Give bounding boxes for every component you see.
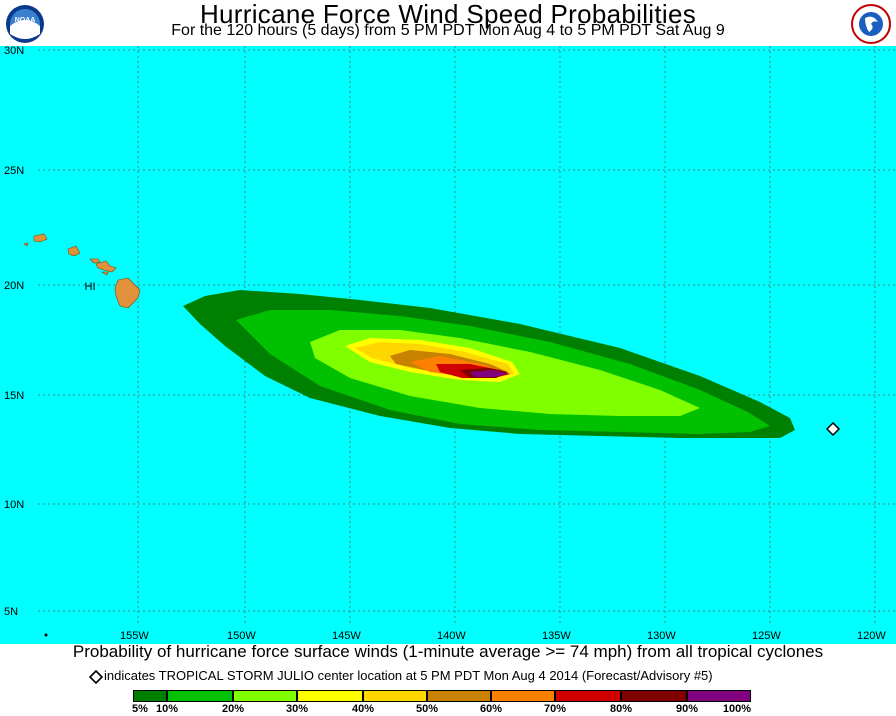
probability-map: HI 30N 25N 20N 15N 10N 5N 155W 150W 145W 140W 135… <box>0 46 896 644</box>
storm-center-marker <box>825 421 841 437</box>
legend-color-box <box>555 690 621 702</box>
latitude-label: 15N <box>4 390 24 402</box>
probability-contours <box>183 290 795 438</box>
legend-color-box <box>363 690 427 702</box>
legend-label: 40% <box>351 703 375 715</box>
noaa-logo-text: NOAA <box>15 17 36 24</box>
legend-color-box <box>233 690 297 702</box>
legend-label: 70% <box>543 703 567 715</box>
legend-color-box <box>491 690 555 702</box>
hawaii-label: HI <box>85 281 96 293</box>
longitude-labels: 155W 150W 145W 140W 135W 130W 125W 120W <box>120 630 886 642</box>
legend-label: 5% <box>132 703 148 715</box>
storm-center-legend-icon <box>89 670 103 684</box>
longitude-label: 140W <box>437 630 466 642</box>
legend-label: 100% <box>722 703 752 715</box>
legend-label: 30% <box>285 703 309 715</box>
hawaiian-islands <box>23 233 141 309</box>
latitude-label: 25N <box>4 165 24 177</box>
longitude-label: 145W <box>332 630 361 642</box>
latitude-label: 10N <box>4 499 24 511</box>
longitude-label: 120W <box>857 630 886 642</box>
longitude-label: 130W <box>647 630 676 642</box>
corner-dot <box>44 633 48 637</box>
latitude-labels: 30N 25N 20N 15N 10N 5N <box>4 46 24 618</box>
legend-label: 60% <box>479 703 503 715</box>
legend-label: 50% <box>415 703 439 715</box>
gridlines <box>38 46 896 626</box>
legend-color-box <box>687 690 751 702</box>
longitude-label: 150W <box>227 630 256 642</box>
noaa-logo: NOAA <box>6 5 44 43</box>
legend-color-box <box>297 690 363 702</box>
longitude-label: 155W <box>120 630 149 642</box>
longitude-label: 125W <box>752 630 781 642</box>
legend-color-box <box>621 690 687 702</box>
latitude-label: 5N <box>4 606 18 618</box>
legend-label: 20% <box>221 703 245 715</box>
latitude-label: 20N <box>4 280 24 292</box>
legend-label: 80% <box>609 703 633 715</box>
map-title: Hurricane Force Wind Speed Probabilities <box>199 0 697 29</box>
storm-note: indicates TROPICAL STORM JULIO center lo… <box>104 668 713 683</box>
map-subtitle: For the 120 hours (5 days) from 5 PM PDT… <box>171 22 725 39</box>
legend-color-box <box>167 690 233 702</box>
nws-logo <box>851 4 891 44</box>
legend-color-box <box>427 690 491 702</box>
contour-90pct <box>470 370 508 377</box>
legend-label: 90% <box>675 703 699 715</box>
legend-color-box <box>133 690 167 702</box>
longitude-label: 135W <box>542 630 571 642</box>
latitude-label: 30N <box>4 46 24 57</box>
probability-caption: Probability of hurricane force surface w… <box>72 642 824 661</box>
legend-label: 10% <box>155 703 179 715</box>
